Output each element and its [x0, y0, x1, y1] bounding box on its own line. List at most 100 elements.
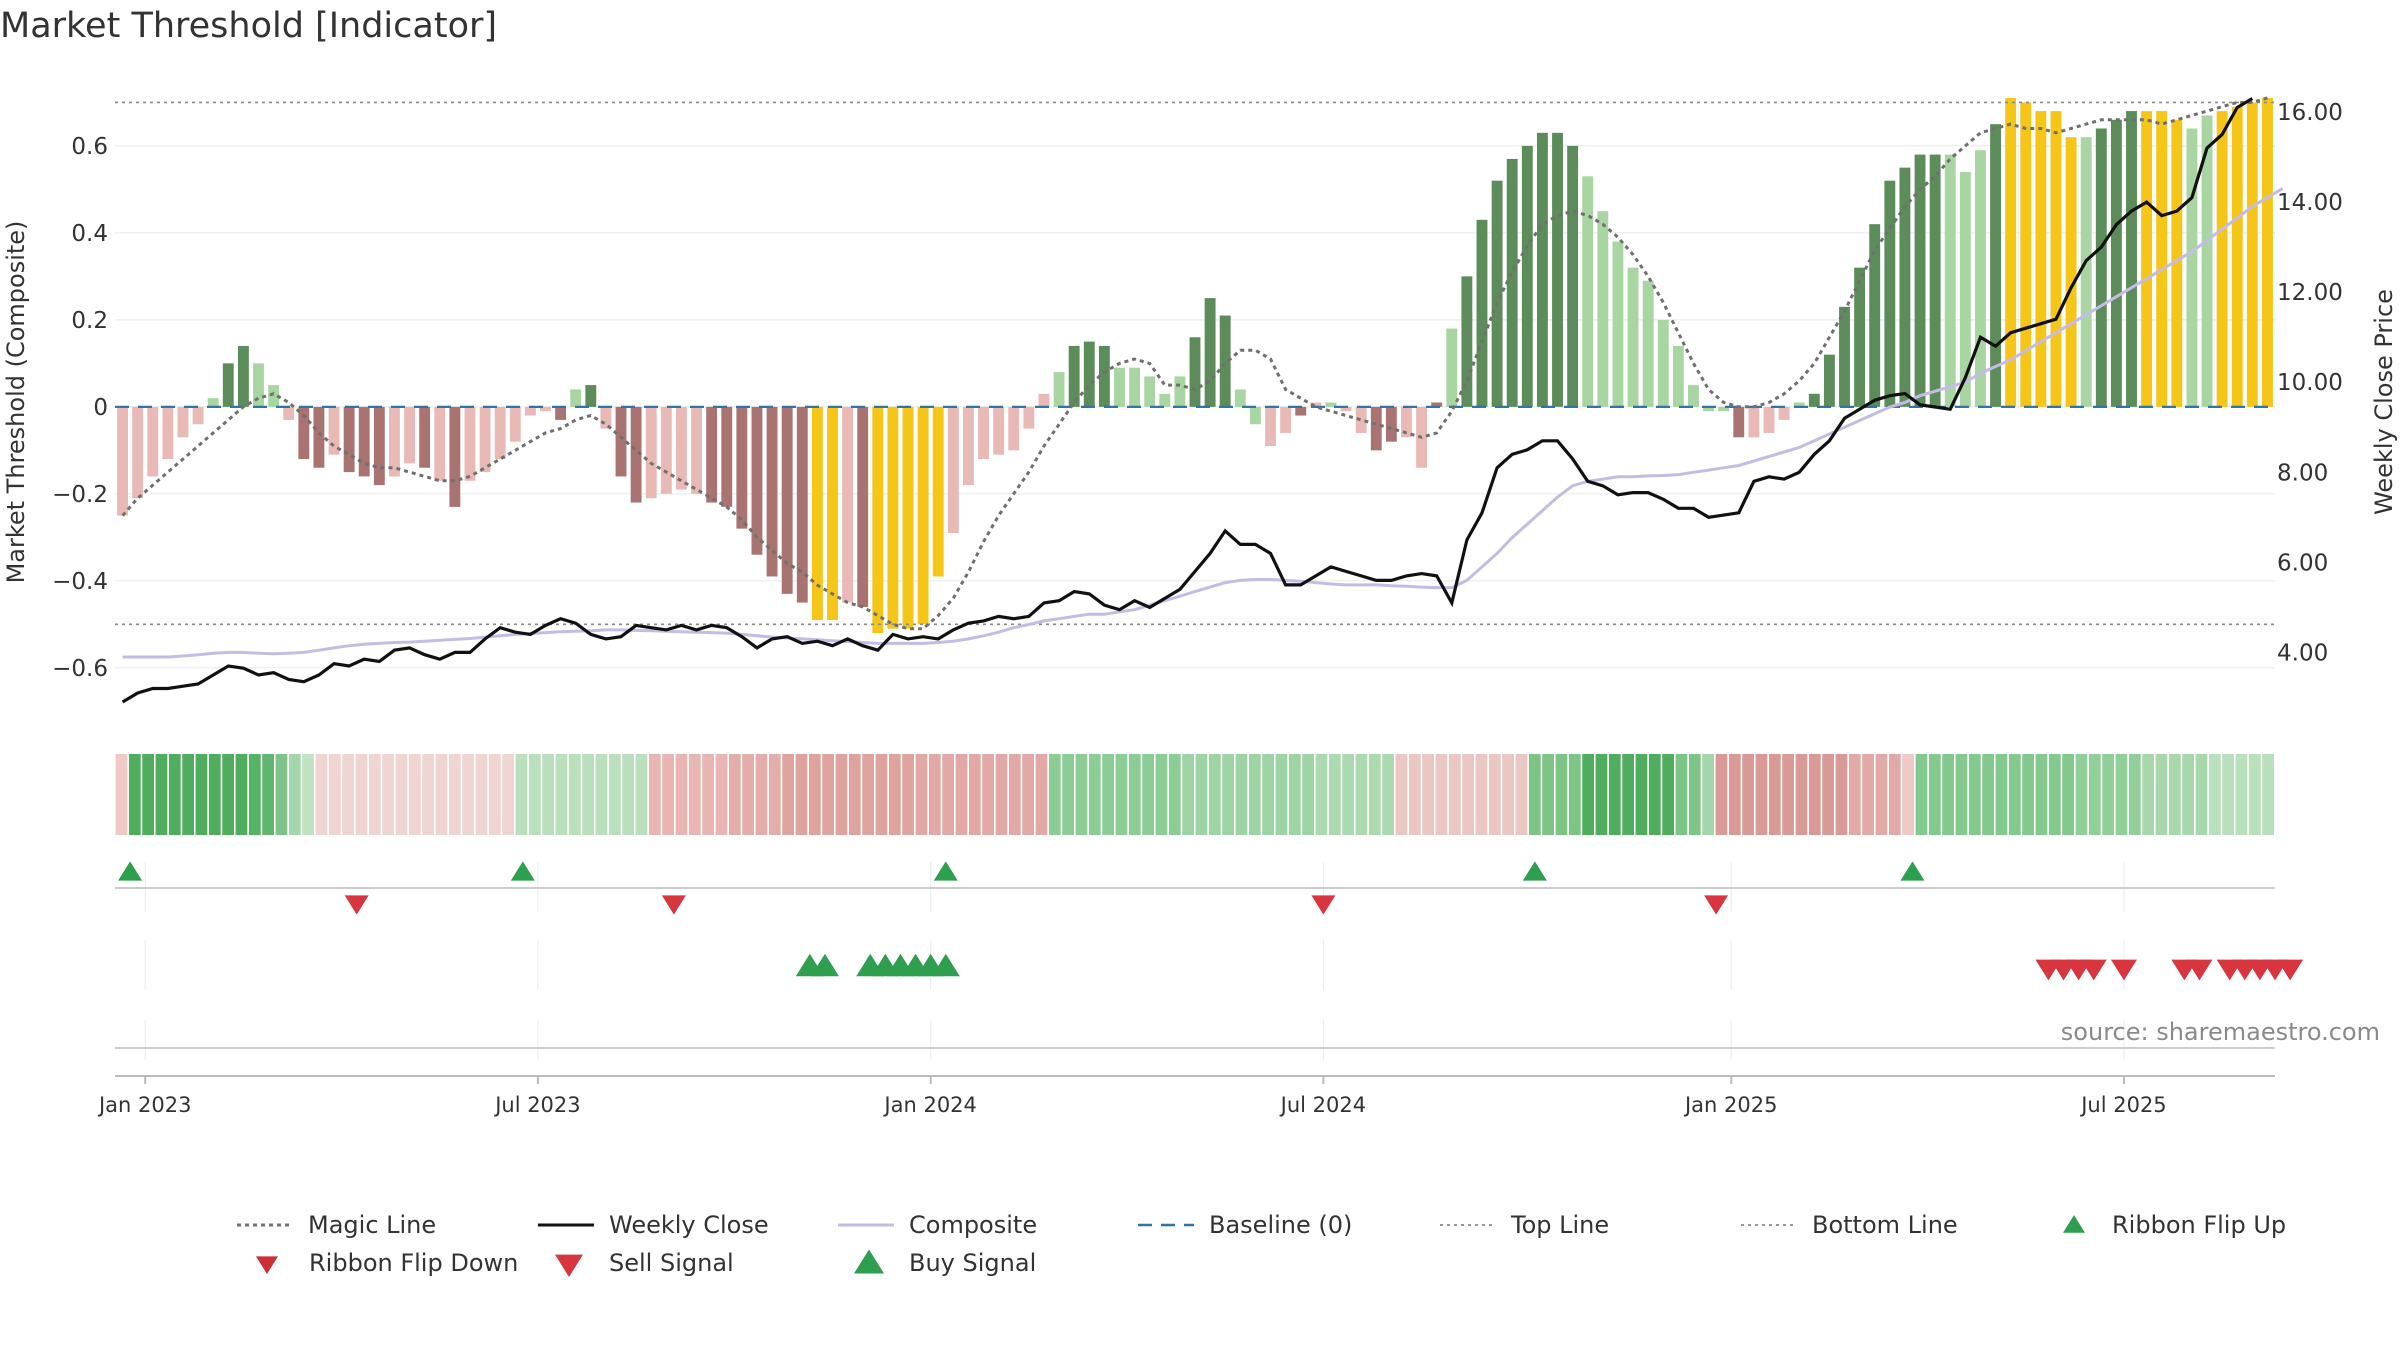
sell-signal-marker — [2186, 959, 2213, 981]
ribbon-flip-up-marker — [933, 861, 958, 881]
y-tick-right: 6.00 — [2277, 550, 2328, 576]
ribbon-segment — [155, 754, 168, 835]
ribbon-segment — [1755, 754, 1768, 835]
composite-bar — [1129, 367, 1141, 407]
chart-legend: Magic Line Weekly Close Composite Baseline … — [237, 1211, 2286, 1277]
ribbon-segment — [1915, 754, 1928, 835]
y-tick-right: 14.00 — [2277, 190, 2343, 216]
ribbon-segment — [635, 754, 648, 835]
ribbon-segment — [142, 754, 154, 835]
ribbon-segment — [1075, 754, 1088, 835]
composite-bar — [1325, 402, 1337, 407]
ribbon-segment — [1048, 754, 1061, 835]
composite-bar — [1340, 406, 1352, 412]
ribbon-segment — [1382, 754, 1394, 835]
composite-bar — [675, 406, 687, 490]
y-tick-left: 0.6 — [71, 134, 108, 160]
composite-bar — [1204, 298, 1216, 407]
composite-bar — [872, 406, 884, 634]
composite-bar — [540, 406, 551, 412]
ribbon-segment — [915, 754, 928, 835]
composite-bar — [2262, 98, 2273, 407]
legend-item: Ribbon Flip Down — [256, 1249, 518, 1277]
composite-bar — [1552, 132, 1563, 407]
ribbon-segment — [182, 754, 194, 835]
ribbon-segment — [2075, 754, 2088, 835]
ribbon-segment — [782, 754, 794, 835]
composite-bar — [600, 406, 612, 429]
ribbon-segment — [1355, 754, 1368, 835]
ribbon-segment — [328, 754, 341, 835]
composite-bar — [1370, 406, 1382, 451]
composite-bar — [2201, 115, 2213, 407]
ribbon-segment — [1622, 754, 1634, 835]
ribbon-segment — [2115, 754, 2128, 835]
source-label: source: sharemaestro.com — [2061, 1018, 2380, 1046]
ribbon-segment — [1168, 754, 1181, 835]
composite-bar — [630, 406, 642, 503]
ribbon-segment — [2235, 754, 2248, 835]
ribbon-flip-up-marker — [118, 861, 143, 881]
composite-bar — [615, 406, 627, 477]
ribbon-segment — [422, 754, 434, 835]
y-tick-right: 4.00 — [2277, 640, 2328, 666]
composite-bar — [751, 406, 763, 555]
composite-bar — [1023, 406, 1035, 429]
composite-bar — [1975, 150, 1986, 407]
ribbon-segment — [1475, 754, 1488, 835]
ribbon-segment — [1315, 754, 1328, 835]
legend-item: Bottom Line — [1741, 1211, 1958, 1239]
composite-bar — [1703, 406, 1715, 412]
composite-bar — [2095, 128, 2107, 407]
composite-bar — [358, 406, 370, 477]
ribbon-segment — [1902, 754, 1914, 835]
series-lines — [115, 96, 2284, 704]
ribbon-segment — [835, 754, 848, 835]
x-axis-date-ticks: Jan 2023 Jul 2023 Jan 2024 Jul 2024 Jan 2025… — [97, 1076, 2167, 1117]
ribbon-segment — [502, 754, 514, 835]
composite-bar — [2126, 111, 2137, 407]
x-tick-label: Jan 2024 — [882, 1093, 977, 1117]
composite-bar — [1657, 319, 1669, 407]
ribbon-segment — [1595, 754, 1608, 835]
sell-signal-marker — [2080, 959, 2107, 981]
axis-ticks: 0.6 0.4 0.2 0 −0.2 −0.4 −0.6 16.00 14.00 12.00 10.… — [52, 100, 2343, 682]
ribbon-segment — [2168, 754, 2181, 835]
ribbon-segment — [1102, 754, 1114, 835]
composite-bar — [1385, 406, 1397, 442]
composite-bar — [1355, 406, 1367, 433]
ribbon-segment — [888, 754, 901, 835]
composite-bar — [524, 406, 536, 416]
ribbon-segment — [235, 754, 248, 835]
composite-bar — [706, 406, 718, 503]
y-tick-right: 10.00 — [2277, 370, 2343, 396]
composite-bar — [1627, 267, 1639, 407]
legend-swatch — [555, 1254, 583, 1277]
ribbon-strip — [115, 754, 2274, 835]
composite-bar — [1748, 406, 1760, 438]
composite-bar — [1884, 180, 1896, 407]
y-tick-left: 0.4 — [71, 221, 108, 247]
ribbon-segment — [688, 754, 701, 835]
ribbon-segment — [1088, 754, 1101, 835]
ribbon-segment — [1835, 754, 1848, 835]
composite-bar — [2171, 119, 2183, 407]
ribbon-segment — [1248, 754, 1261, 835]
x-tick-label: Jan 2025 — [1683, 1093, 1778, 1117]
ribbon-segment — [2128, 754, 2141, 835]
ribbon-segment — [808, 754, 821, 835]
composite-bar — [1068, 345, 1080, 407]
ribbon-segment — [1302, 754, 1314, 835]
ribbon-segment — [475, 754, 488, 835]
ribbon-segment — [1555, 754, 1568, 835]
composite-bar — [1521, 145, 1533, 407]
composite-bar — [2110, 119, 2122, 407]
ribbon-segment — [875, 754, 888, 835]
composite-bar — [691, 406, 702, 494]
ribbon-segment — [2022, 754, 2034, 835]
ribbon-segment — [2008, 754, 2021, 835]
composite-bar — [1506, 158, 1518, 407]
ribbon-segment — [528, 754, 541, 835]
ribbon-segment — [848, 754, 861, 835]
